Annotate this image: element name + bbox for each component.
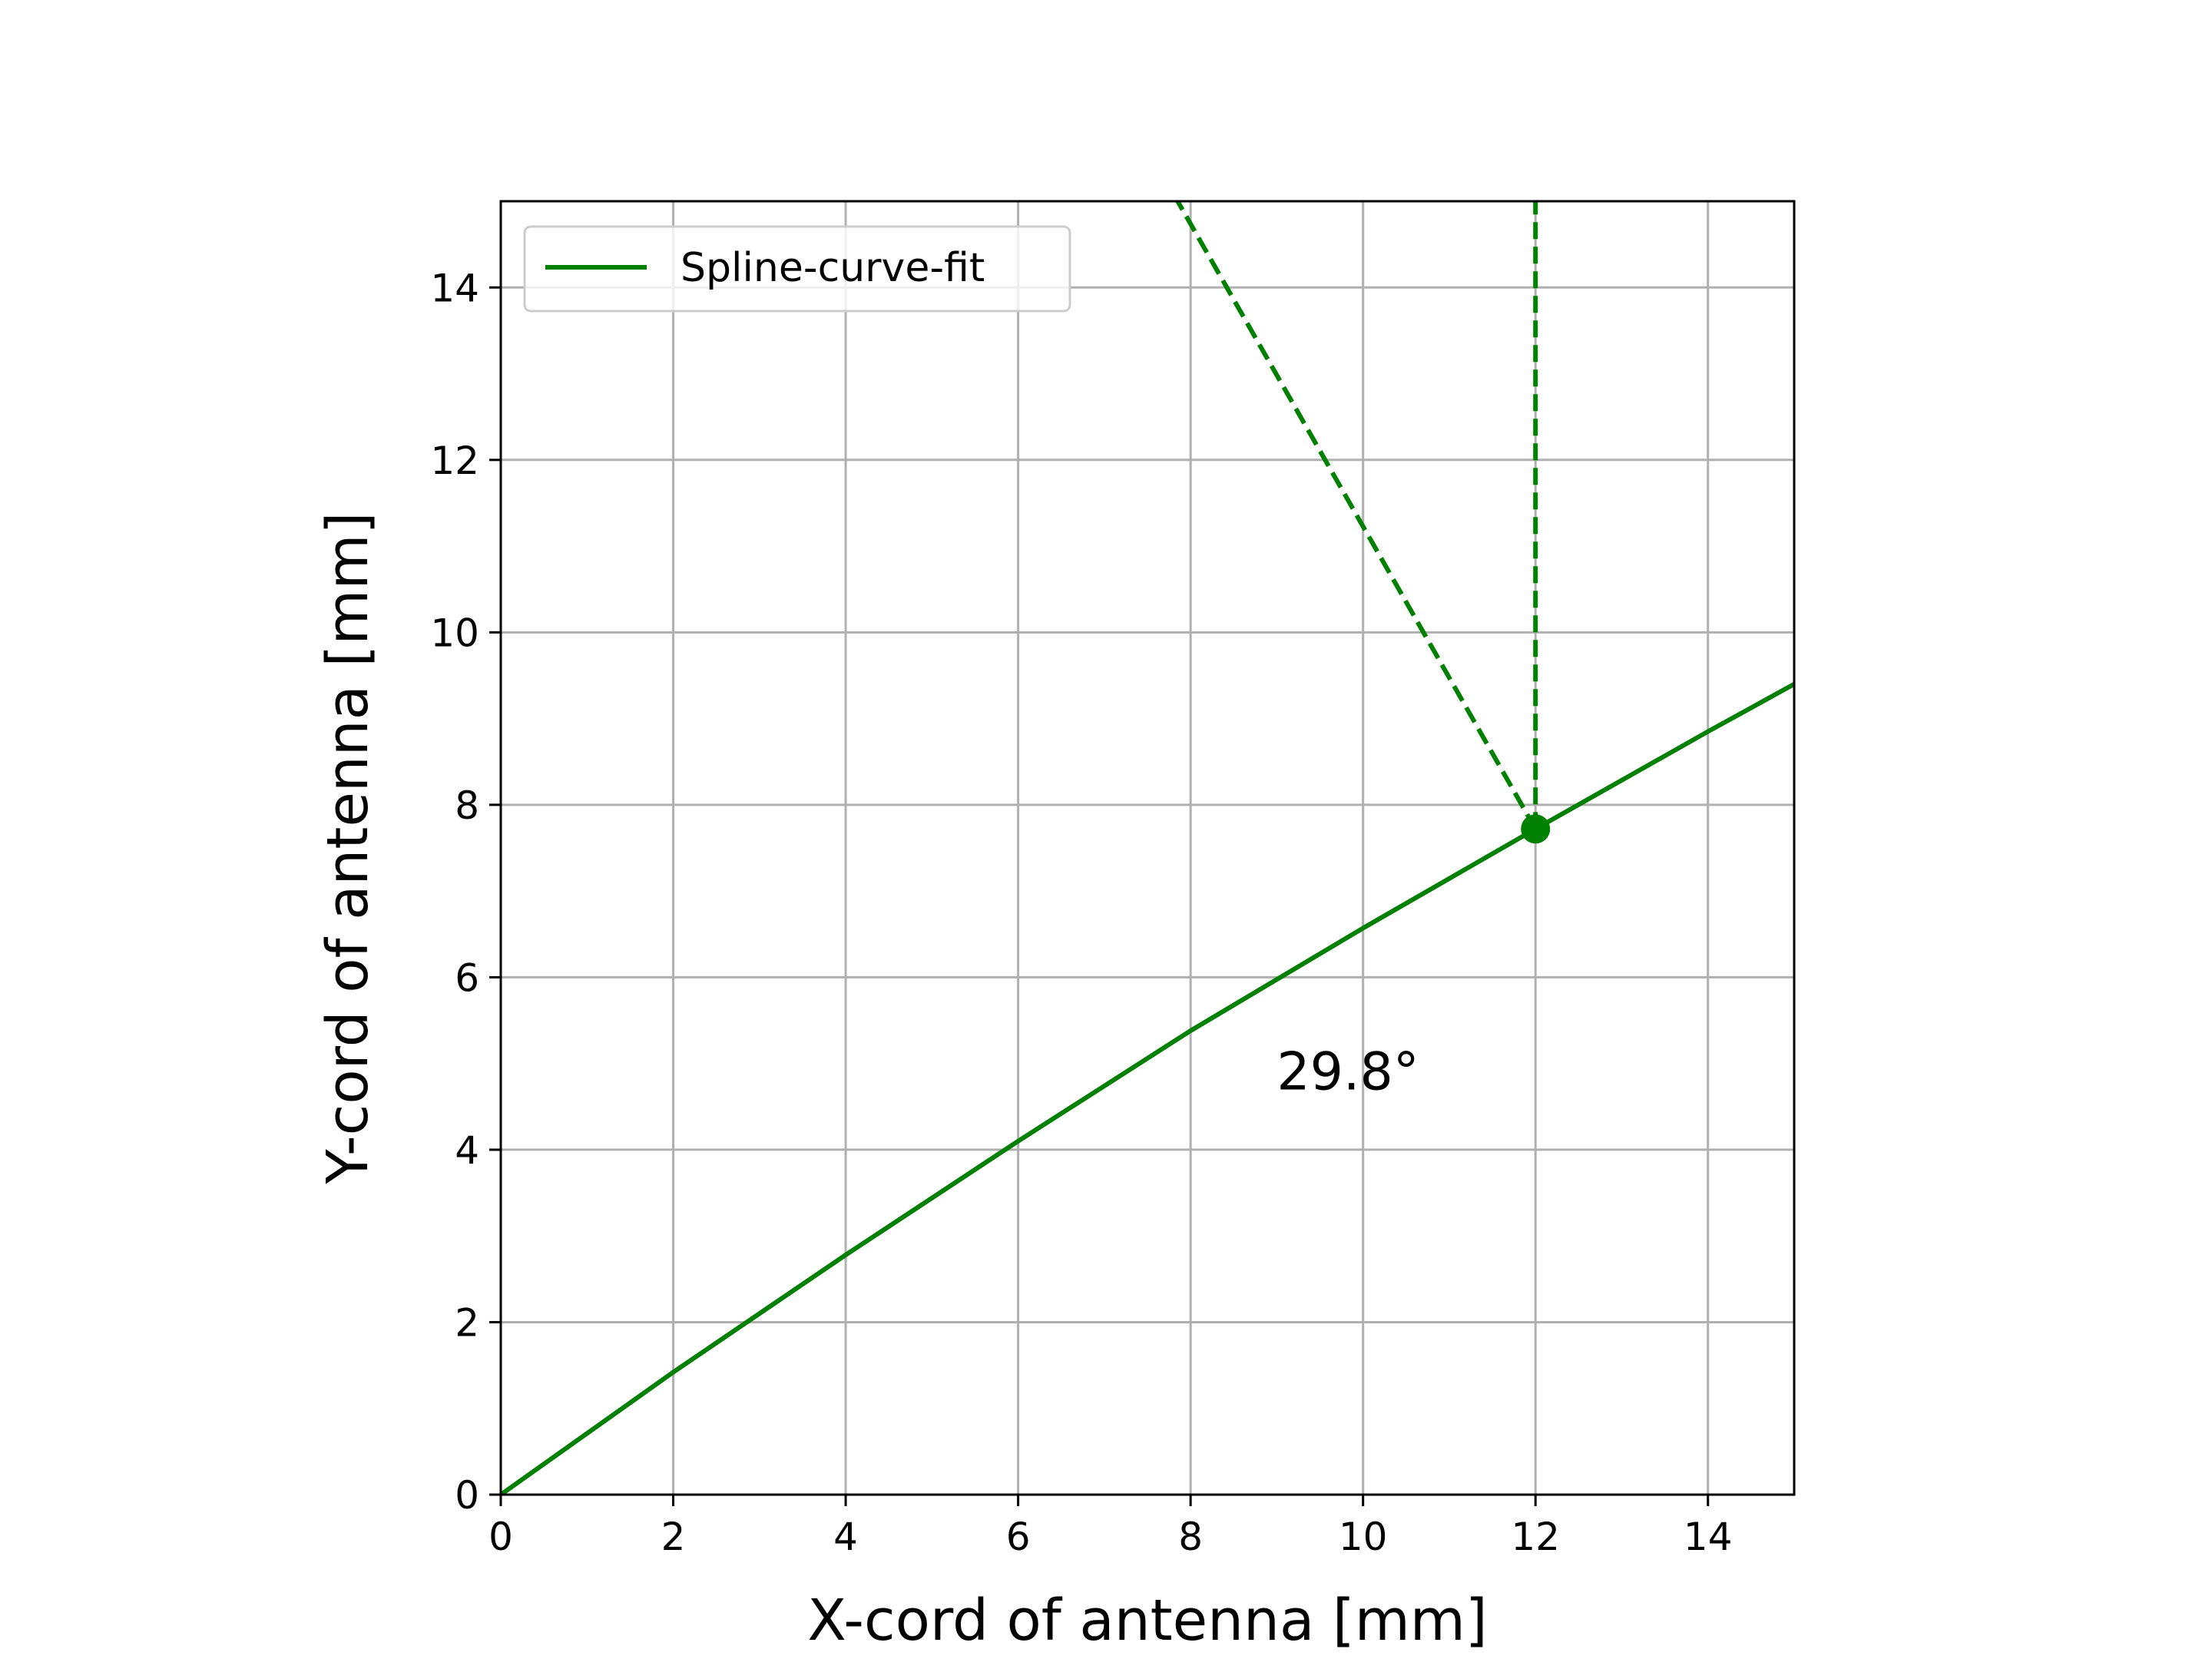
x-tick-label: 4 [833,1515,858,1559]
tangent-normal-line [1175,201,1538,830]
x-tick-label: 0 [488,1515,513,1559]
x-tick-label: 8 [1178,1515,1203,1559]
angle-annotation: 29.8° [1277,1041,1419,1102]
y-tick-label: 10 [430,611,479,655]
y-tick-label: 6 [455,955,479,1000]
y-axis-label: Y-cord of antenna [mm] [315,512,381,1185]
y-tick-label: 14 [430,266,479,310]
y-tick-label: 12 [430,439,479,483]
x-tick-label: 10 [1339,1515,1388,1559]
x-axis-label: X-cord of antenna [mm] [807,1588,1488,1654]
y-tick-label: 0 [455,1473,479,1518]
plot-data [501,201,1794,1495]
legend-box [523,225,1071,313]
legend: Spline-curve-fit [523,225,1071,313]
y-tick-label: 2 [455,1300,479,1345]
x-tick-label: 2 [661,1515,686,1559]
legend-label-spline: Spline-curve-fit [680,245,985,291]
axes-frame [499,200,1796,1496]
x-tick-label: 14 [1684,1515,1733,1559]
y-tick-label: 8 [455,783,479,828]
y-tick-label: 4 [455,1128,479,1173]
ticks: 0 2 4 6 8 10 12 14 0 2 4 6 8 10 12 14 [430,266,1732,1559]
series-line-spline [501,682,1794,1495]
x-tick-label: 12 [1511,1515,1560,1559]
marker-point [1521,814,1551,844]
x-tick-label: 6 [1006,1515,1031,1559]
